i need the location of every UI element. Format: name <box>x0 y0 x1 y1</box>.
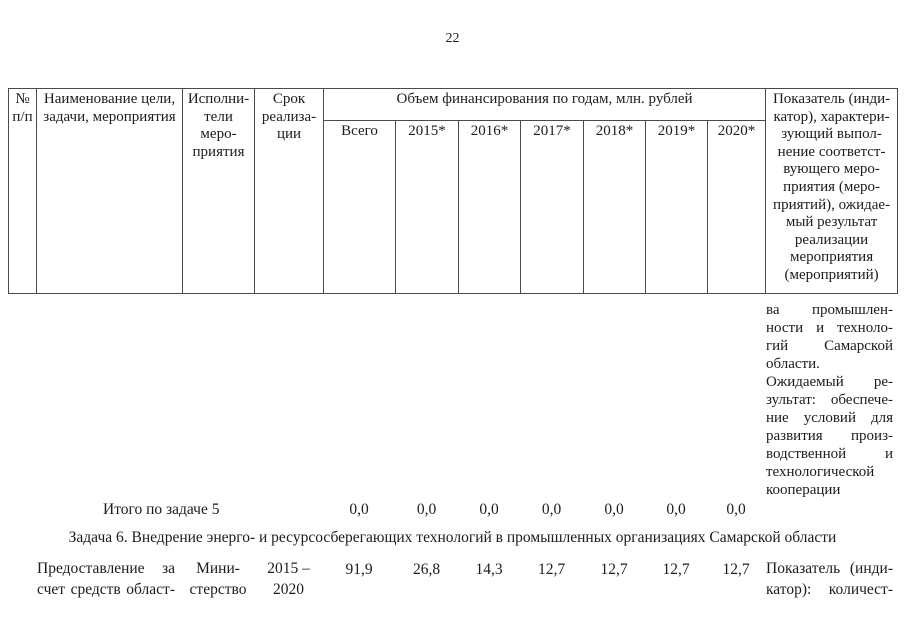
totals-value-total: 0,0 <box>349 501 369 518</box>
task-name-line: Предоставление за <box>37 560 175 577</box>
task-row-executor: Мини- стерство <box>189 560 247 598</box>
header-cell-year-2015: 2015* <box>395 120 459 294</box>
note-line: технологической <box>766 464 875 480</box>
indicator-note: ва промышлен- ности и техноло- гий Самар… <box>766 301 893 499</box>
task-row-indicator: Показатель (инди- катор): количест- <box>766 559 893 600</box>
task-value-2017: 12,7 <box>537 561 566 578</box>
header-cell-year-2019: 2019* <box>645 120 708 294</box>
task-value-total: 91,9 <box>345 561 373 578</box>
note-line: Ожидаемый ре- <box>766 374 893 390</box>
note-line: кооперации <box>766 482 841 498</box>
totals-value-2017: 0,0 <box>541 501 562 518</box>
header-cell-year-2018: 2018* <box>583 120 646 294</box>
header-cell-year-2016: 2016* <box>458 120 521 294</box>
header-cell-indicator: Показатель (инди- катор), характери- зую… <box>765 88 899 294</box>
task-name-line: счет средств област- <box>37 580 175 598</box>
note-line: ние условий для <box>766 410 893 426</box>
totals-row-label: Итого по задаче 5 <box>103 501 220 518</box>
header-cell-year-2020: 2020* <box>706 120 767 294</box>
note-line: зультат: обеспече- <box>766 392 893 408</box>
header-cell-executors: Исполни- тели меро- приятия <box>182 88 255 294</box>
totals-value-2016: 0,0 <box>479 501 499 518</box>
totals-value-2019: 0,0 <box>666 501 686 518</box>
header-cell-year-2017: 2017* <box>520 120 584 294</box>
header-cell-num: № п/п <box>8 88 37 294</box>
task-indicator-line: Показатель (инди- <box>766 560 893 577</box>
task6-heading: Задача 6. Внедрение энерго- и ресурсосбе… <box>68 529 837 546</box>
note-line: гий Самарской <box>766 338 893 354</box>
note-line: ва промышлен- <box>766 302 893 318</box>
header-cell-term: Срок реализа- ции <box>254 88 324 294</box>
totals-value-2018: 0,0 <box>604 501 624 518</box>
header-cell-name: Наименование цели, задачи, мероприятия <box>36 88 183 294</box>
task-value-2018: 12,7 <box>600 561 628 578</box>
task-value-2015: 26,8 <box>412 561 441 578</box>
note-line: развития произ- <box>766 428 893 444</box>
note-line: ности и техноло- <box>766 320 893 336</box>
task-indicator-line: катор): количест- <box>766 580 893 598</box>
header-cell-year-total: Всего <box>323 120 396 294</box>
task-row-term: 2015 – 2020 <box>267 560 310 598</box>
task-value-2019: 12,7 <box>662 561 690 578</box>
header-cell-funding: Объем финансирования по годам, млн. рубл… <box>322 88 767 121</box>
task-value-2020: 12,7 <box>722 561 750 578</box>
task-value-2016: 14,3 <box>475 561 503 578</box>
note-line: области. <box>766 356 820 372</box>
totals-value-2020: 0,0 <box>726 501 746 518</box>
totals-value-2015: 0,0 <box>416 501 437 518</box>
note-line: водственной и <box>766 446 893 462</box>
table-header: № п/п Наименование цели, задачи, меропри… <box>8 88 899 294</box>
page-number: 22 <box>445 31 460 46</box>
task-row-name: Предоставление за счет средств област- <box>37 559 175 600</box>
